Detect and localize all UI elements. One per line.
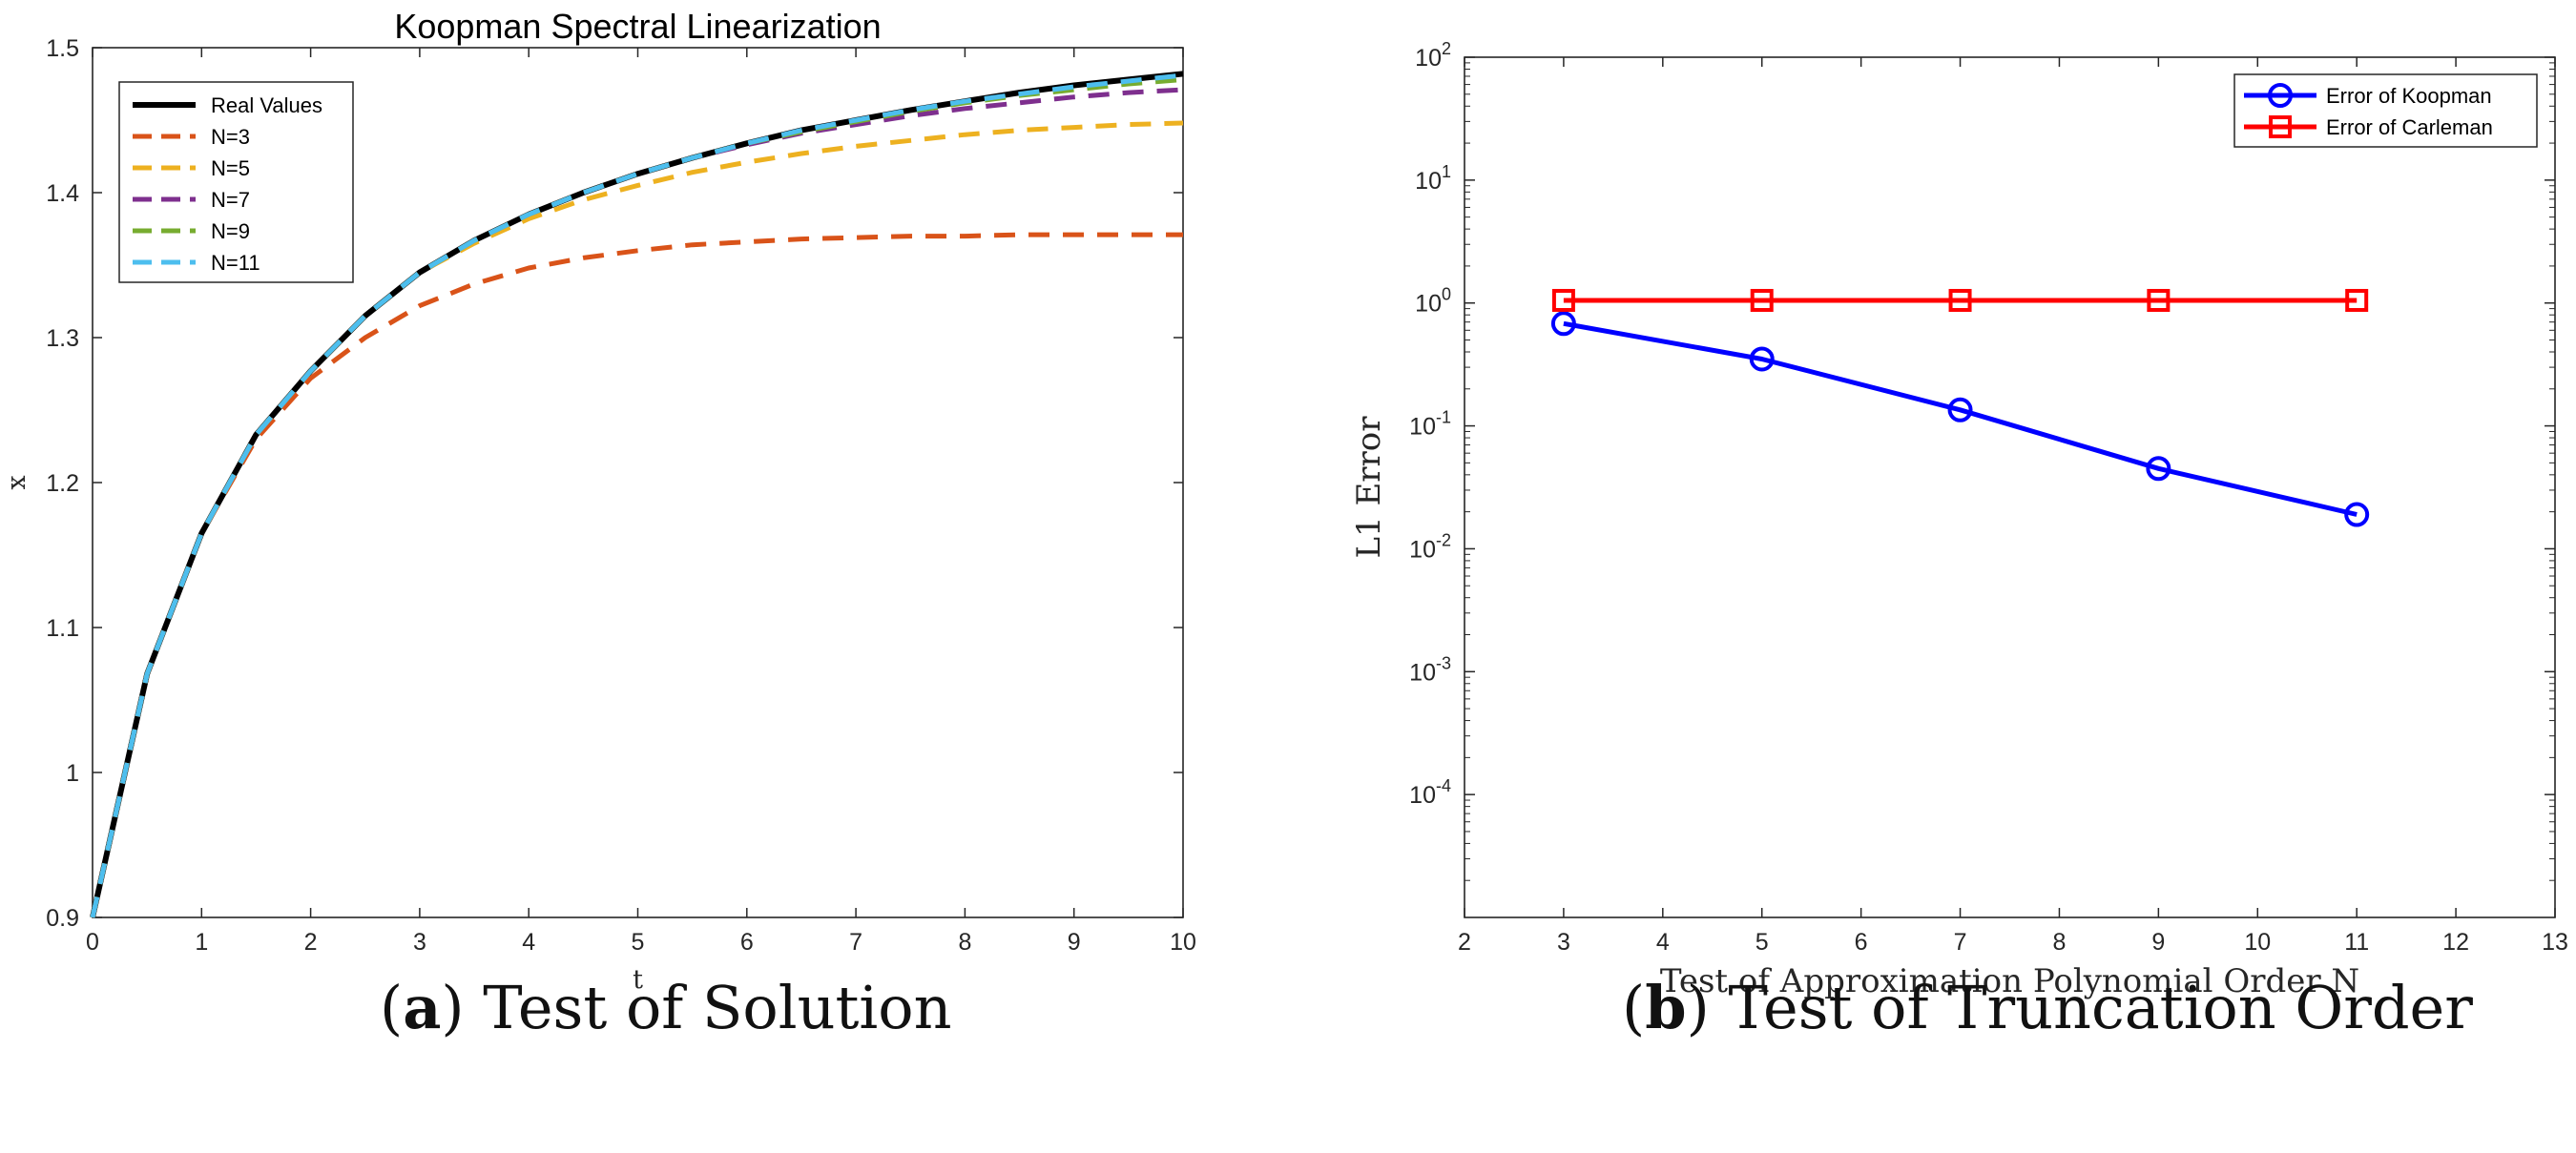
chart-b-point-error-of-koopman (1947, 397, 1973, 422)
chart-a-y-tick-label: 1 (66, 760, 79, 787)
chart-b-x-tick-label: 5 (1755, 929, 1769, 956)
chart-b-point-error-of-koopman (1749, 346, 1775, 372)
chart-b-y-tick-base: 10 (1415, 168, 1442, 195)
chart-a-title: Koopman Spectral Linearization (394, 7, 881, 46)
chart-b-y-tick-label: 10-1 (1409, 408, 1451, 441)
chart-a: 0 1 2 3 4 5 6 7 8 9 10 0.9 1 1.1 1.2 1.3 1.4 1.5 Koopman S… (2, 7, 1196, 995)
chart-a-series-line-n-3 (90, 232, 1183, 918)
chart-b-y-tick-exponent: 0 (1442, 285, 1451, 304)
chart-b-y-tick-exponent: 2 (1442, 39, 1451, 58)
chart-b-point-error-of-carleman (1948, 288, 1972, 312)
chart-a-legend-label: N=3 (211, 125, 250, 149)
chart-a-series-line-n-5 (90, 120, 1184, 918)
chart-b-series-line-error-of-koopman (1563, 320, 2358, 517)
chart-a-y-tick-label: 1.4 (46, 180, 79, 207)
chart-b-point-error-of-carleman (2147, 288, 2171, 312)
chart-a-legend-label: Real Values (211, 93, 322, 117)
chart-b-y-tick-base: 10 (1415, 291, 1442, 318)
chart-b-point-error-of-koopman (2344, 502, 2370, 527)
chart-a-y-tick-label: 1.1 (46, 615, 79, 642)
chart-b-point-error-of-carleman (2345, 288, 2369, 312)
caption-a-label: a (403, 973, 442, 1042)
chart-a-y-tick-label: 1.5 (46, 35, 79, 62)
chart-a-legend-label: N=9 (211, 219, 250, 243)
chart-b-x-axis-label: Test of Approximation Polynomial Order N (1660, 962, 2359, 1000)
chart-a-x-tick-label: 3 (413, 929, 426, 956)
chart-a-x-tick-label: 1 (195, 929, 208, 956)
chart-b-y-tick-exponent: 1 (1442, 162, 1451, 181)
chart-b-y-tick-base: 10 (1409, 782, 1436, 809)
chart-b-x-tick-label: 12 (2442, 929, 2469, 956)
chart-b-x-tick-label: 8 (2053, 929, 2067, 956)
chart-b-y-tick-base: 10 (1409, 536, 1436, 563)
chart-b-legend-label: Error of Koopman (2326, 84, 2492, 108)
chart-b-y-tick-base: 10 (1409, 659, 1436, 686)
caption-a-text: Test of Solution (483, 973, 952, 1042)
caption-a: (a) Test of Solution (380, 973, 952, 1042)
chart-a-x-axis-label: t (633, 965, 643, 995)
chart-b-x-tick-label: 4 (1656, 929, 1670, 956)
chart-b-x-tick-label: 10 (2244, 929, 2271, 956)
chart-b-legend-swatch-marker (2268, 83, 2293, 108)
chart-b-x-tick-label: 9 (2151, 929, 2165, 956)
chart-b-y-tick-label: 100 (1415, 285, 1451, 318)
chart-b-y-tick-label: 10-2 (1409, 530, 1451, 563)
chart-a-y-tick-label: 1.3 (46, 325, 79, 352)
chart-a-x-tick-label: 4 (522, 929, 535, 956)
chart-b-y-tick-label: 101 (1415, 162, 1451, 195)
chart-b-point-error-of-koopman (2146, 456, 2171, 482)
chart-b-point-error-of-carleman (1551, 288, 1575, 312)
chart-a-x-tick-label: 2 (304, 929, 318, 956)
chart-a-series-line-n-7 (90, 87, 1184, 918)
chart-a-series-line-n-11 (90, 72, 1184, 918)
chart-b-x-tick-label: 2 (1458, 929, 1471, 956)
chart-b-y-tick-exponent: -3 (1436, 653, 1451, 672)
chart-a-x-tick-label: 6 (740, 929, 754, 956)
chart-b-y-tick-exponent: -2 (1436, 530, 1451, 549)
chart-b-x-tick-label: 11 (2344, 929, 2369, 956)
chart-a-x-tick-label: 0 (86, 929, 99, 956)
chart-b-y-tick-base: 10 (1415, 45, 1442, 72)
chart-a-legend-label: N=7 (211, 188, 250, 212)
chart-b-y-tick-exponent: -1 (1436, 408, 1451, 427)
chart-a-legend-label: N=11 (211, 251, 260, 275)
chart-a-y-tick-label: 1.2 (46, 470, 79, 497)
chart-b-axes-box (1464, 56, 2556, 918)
caption-b-text: Test of Truncation Order (1728, 973, 2473, 1042)
chart-b-point-error-of-koopman (1550, 311, 1576, 337)
chart-a-legend-label: N=5 (211, 156, 250, 180)
chart-b: 2 3 4 5 6 7 8 9 10 11 12 1310210110010-110-210-310-… (1350, 39, 2568, 1000)
caption-b: (b) Test of Truncation Order (1622, 973, 2473, 1042)
chart-a-x-tick-label: 8 (958, 929, 971, 956)
chart-a-y-axis-label: x (2, 475, 31, 489)
chart-b-y-tick-label: 10-4 (1409, 776, 1451, 809)
chart-b-point-error-of-carleman (1750, 288, 1774, 312)
chart-b-y-tick-exponent: -4 (1436, 776, 1451, 795)
chart-b-y-axis-label: L1 Error (1350, 416, 1388, 559)
chart-b-x-tick-label: 13 (2542, 929, 2568, 956)
chart-a-x-tick-label: 7 (849, 929, 862, 956)
chart-b-x-tick-label: 7 (1954, 929, 1967, 956)
chart-b-x-tick-label: 3 (1557, 929, 1570, 956)
chart-b-y-tick-label: 102 (1415, 39, 1451, 72)
chart-a-x-tick-label: 5 (632, 929, 645, 956)
caption-b-label: b (1645, 973, 1687, 1042)
chart-b-legend-label: Error of Carleman (2326, 115, 2493, 139)
chart-b-y-tick-label: 10-3 (1409, 653, 1451, 686)
chart-a-y-tick-label: 0.9 (46, 905, 79, 932)
chart-a-x-tick-label: 9 (1068, 929, 1081, 956)
chart-b-x-tick-label: 6 (1855, 929, 1868, 956)
chart-a-x-tick-label: 10 (1170, 929, 1196, 956)
chart-a-legend-box (118, 81, 354, 283)
chart-b-legend-swatch-marker (2269, 115, 2292, 138)
chart-b-y-tick-base: 10 (1409, 414, 1436, 441)
